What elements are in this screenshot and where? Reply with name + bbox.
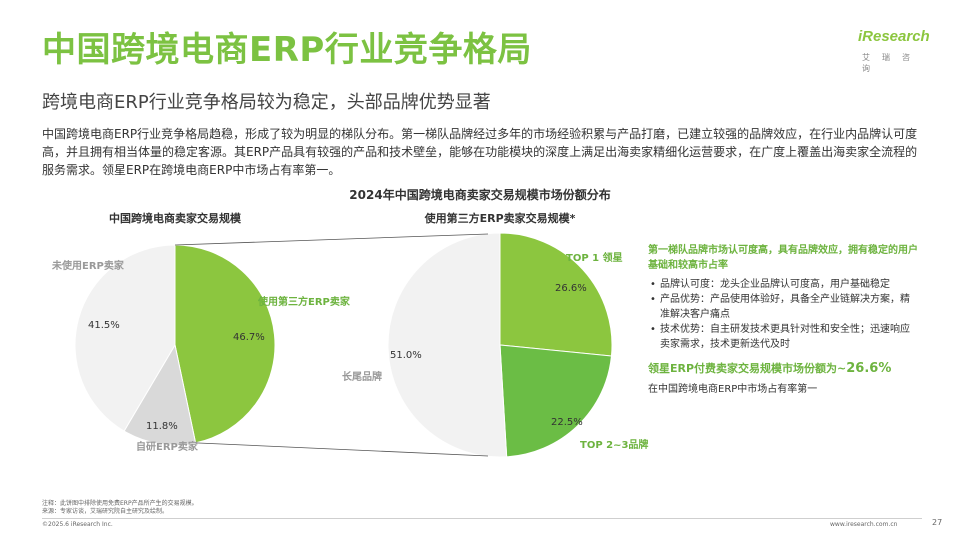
footnote: 注释：此饼图中排除使用免费ERP产品所产生的交易规模。 来源：专家访谈，艾瑞研究…	[42, 500, 198, 516]
right-pie-value-longtail: 51.0%	[390, 350, 422, 361]
footnote-source: 来源：专家访谈，艾瑞研究院自主研究及绘制。	[42, 508, 169, 515]
panel-bullet: 品牌认可度：龙头企业品牌认可度高，用户基础稳定	[648, 277, 918, 292]
highlight-rank: 在中国跨境电商ERP中市场占有率第一	[648, 384, 818, 395]
left-pie-slice	[174, 244, 276, 444]
left-pie-slice	[74, 244, 176, 432]
right-pie-label-top1: TOP 1 领星	[566, 253, 623, 264]
page-subtitle: 跨境电商ERP行业竞争格局较为稳定，头部品牌优势显著	[42, 92, 491, 113]
highlight-value: 26.6%	[846, 361, 892, 376]
page-number: 27	[932, 518, 943, 527]
copyright: ©2025.6 iResearch Inc.	[42, 521, 113, 528]
left-pie-title: 中国跨境电商卖家交易规模	[109, 212, 241, 225]
highlight-share: 领星ERP付费卖家交易规模市场份额为~26.6%	[648, 360, 891, 376]
panel-bullets: 品牌认可度：龙头企业品牌认可度高，用户基础稳定 产品优势：产品使用体验好，具备全…	[648, 277, 918, 352]
right-pie-label-top23: TOP 2~3品牌	[580, 440, 649, 451]
left-pie-value-third-party: 46.7%	[233, 332, 265, 343]
connector-line-bottom	[195, 442, 489, 457]
right-pie-value-top1: 26.6%	[555, 283, 587, 294]
right-pie-title: 使用第三方ERP卖家交易规模*	[424, 212, 576, 225]
site-url: www.iresearch.com.cn	[830, 521, 898, 528]
right-pie-slice	[499, 344, 613, 458]
left-pie-slice	[123, 343, 197, 446]
footer-divider	[42, 518, 922, 519]
panel-bullet: 产品优势：产品使用体验好，具备全产业链解决方案，精准解决客户痛点	[648, 292, 918, 322]
left-pie-label-third-party: 使用第三方ERP卖家	[258, 297, 350, 308]
highlight-prefix: 领星ERP付费卖家交易规模市场份额为~	[648, 362, 847, 375]
page-title: 中国跨境电商ERP行业竞争格局	[42, 30, 532, 70]
intro-paragraph: 中国跨境电商ERP行业竞争格局趋稳，形成了较为明显的梯队分布。第一梯队品牌经过多…	[42, 127, 918, 177]
info-panel: 第一梯队品牌市场认可度高，具有品牌效应，拥有稳定的用户基础和较高市占率 品牌认可…	[648, 243, 918, 352]
chart-title: 2024年中国跨境电商卖家交易规模市场份额分布	[349, 188, 611, 202]
right-pie-slice	[499, 232, 613, 357]
connector-line-top	[174, 233, 489, 246]
logo-word: iResearch	[858, 28, 930, 45]
right-pie-slice	[387, 232, 508, 458]
logo-sub: 艾瑞咨询	[862, 53, 922, 73]
left-pie-value-no-erp: 41.5%	[88, 320, 120, 331]
left-pie-label-no-erp: 未使用ERP卖家	[52, 261, 124, 272]
footnote-note: 注释：此饼图中排除使用免费ERP产品所产生的交易规模。	[42, 500, 198, 507]
iresearch-logo: iResearch 艾瑞咨询	[856, 22, 938, 73]
left-pie-label-self-built: 自研ERP卖家	[136, 442, 198, 453]
panel-bullet: 技术优势：自主研发技术更具针对性和安全性；迅速响应卖家需求，技术更新迭代及时	[648, 322, 918, 352]
panel-heading: 第一梯队品牌市场认可度高，具有品牌效应，拥有稳定的用户基础和较高市占率	[648, 245, 918, 271]
right-pie-label-longtail: 长尾品牌	[342, 372, 382, 383]
left-pie-value-self-built: 11.8%	[146, 421, 178, 432]
right-pie-value-top23: 22.5%	[551, 417, 583, 428]
